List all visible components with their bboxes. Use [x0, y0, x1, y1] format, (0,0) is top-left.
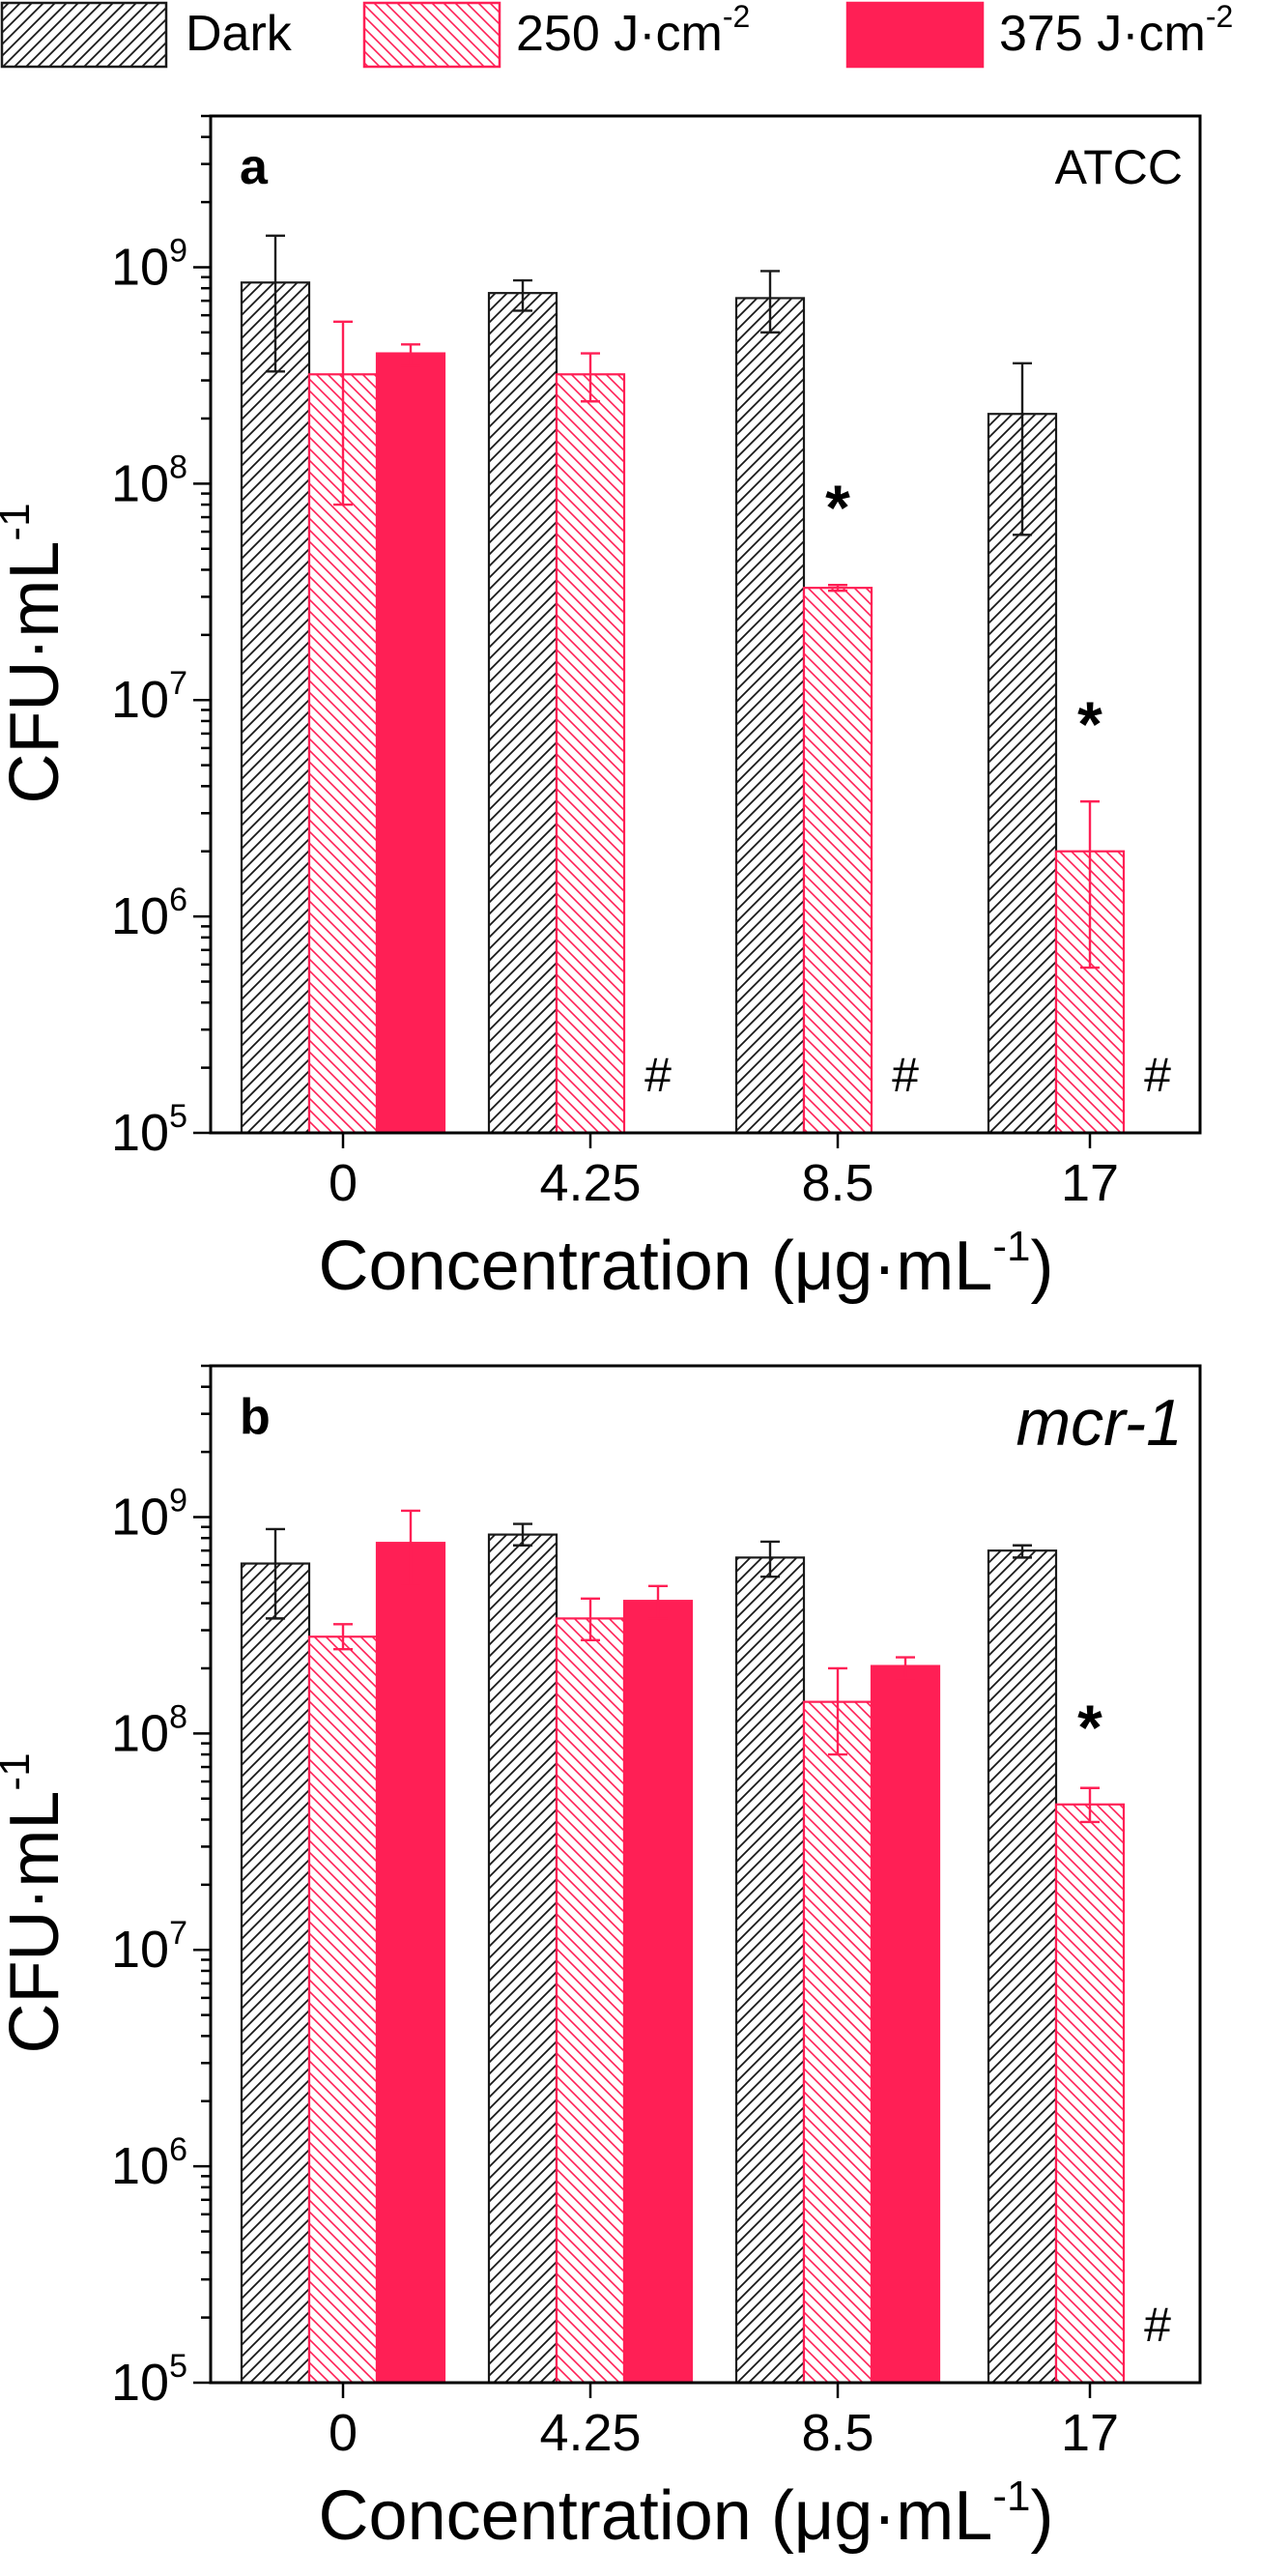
y-tick-label: 109 [111, 1482, 187, 1546]
significance-marker: * [1077, 688, 1102, 760]
no-growth-marker: # [892, 1048, 919, 1102]
no-growth-marker: # [644, 1048, 672, 1102]
legend-item-250: 250 J·cm-2 [362, 0, 750, 69]
x-axis-label: Concentration (μg·mL-1) [319, 1223, 1054, 1305]
panel-label: b [240, 1389, 271, 1445]
x-tick-label: 4.25 [539, 2404, 641, 2462]
error-bar-250-3 [1080, 1786, 1100, 1824]
x-tick-label: 4.25 [539, 1154, 641, 1212]
error-bar-375-0 [401, 343, 420, 367]
y-tick-label: 105 [111, 1098, 187, 1162]
legend-item-dark: Dark [0, 1, 293, 69]
error-bar-dark-0 [266, 1527, 285, 1620]
y-tick-label: 108 [111, 449, 187, 512]
legend: Dark 250 J·cm-2 375 J·cm-2 [0, 0, 1233, 69]
bar-dark-2 [734, 297, 806, 1135]
bar-dark-2 [734, 1556, 806, 2385]
bar-250-1 [555, 1617, 626, 2385]
error-bar-250-1 [581, 1597, 600, 1641]
error-bar-dark-2 [760, 1540, 780, 1578]
legend-swatch-375 [845, 1, 985, 69]
error-bar-dark-3 [1013, 1544, 1032, 1559]
y-tick-label: 108 [111, 1698, 187, 1762]
x-tick-label: 17 [1061, 1154, 1119, 1212]
plot-frame [209, 114, 1202, 1135]
legend-item-375: 375 J·cm-2 [845, 0, 1233, 69]
no-growth-marker: # [1144, 2298, 1171, 2352]
error-bar-dark-1 [513, 1522, 532, 1547]
bar-250-1 [555, 373, 626, 1135]
y-tick-label: 105 [111, 2348, 187, 2412]
plot-frame [209, 1364, 1202, 2385]
error-bar-250-0 [333, 320, 353, 507]
bar-375-1 [622, 1600, 694, 2385]
legend-label-dark: Dark [186, 6, 293, 62]
error-bar-dark-1 [513, 278, 532, 312]
y-tick-label: 106 [111, 882, 187, 945]
y-axis-label: CFU·mL-1 [0, 503, 73, 803]
legend-label-375: 375 J·cm-2 [999, 0, 1233, 62]
no-growth-marker: # [1144, 1048, 1171, 1102]
x-tick-label: 17 [1061, 2404, 1119, 2462]
bar-dark-1 [487, 292, 558, 1135]
legend-swatch-250 [362, 1, 501, 69]
bar-250-0 [307, 1635, 379, 2385]
error-bar-375-1 [648, 1584, 668, 1620]
bar-dark-0 [240, 1562, 311, 2385]
bar-dark-3 [987, 1549, 1058, 2385]
error-bar-dark-2 [760, 270, 780, 334]
legend-label-250: 250 J·cm-2 [516, 0, 750, 62]
x-axis-label: Concentration (μg·mL-1) [319, 2473, 1054, 2555]
legend-swatch-dark [0, 1, 168, 69]
significance-marker: * [1077, 1692, 1102, 1763]
error-bar-dark-3 [1013, 362, 1032, 536]
panel-title: ATCC [1055, 140, 1183, 194]
panel-label: a [240, 139, 269, 195]
bar-375-0 [375, 352, 446, 1135]
bar-dark-1 [487, 1533, 558, 2385]
error-bar-250-1 [581, 352, 600, 403]
y-tick-label: 109 [111, 232, 187, 296]
bar-375-2 [870, 1664, 941, 2385]
x-tick-label: 8.5 [801, 2404, 873, 2462]
bar-250-3 [1054, 1803, 1126, 2385]
error-bar-250-2 [828, 1666, 847, 1756]
bar-250-2 [802, 1700, 873, 2385]
panel-title: mcr-1 [1016, 1386, 1183, 1460]
x-tick-label: 0 [329, 1154, 358, 1212]
x-tick-label: 0 [329, 2404, 358, 2462]
error-bar-250-3 [1080, 799, 1100, 970]
y-axis-label: CFU·mL-1 [0, 1752, 73, 2053]
y-tick-label: 107 [111, 1915, 187, 1979]
y-tick-label: 107 [111, 665, 187, 729]
significance-marker: * [825, 472, 850, 543]
error-bar-250-0 [333, 1623, 353, 1651]
y-tick-label: 106 [111, 2131, 187, 2195]
x-tick-label: 8.5 [801, 1154, 873, 1212]
bar-dark-0 [240, 281, 311, 1135]
error-bar-375-0 [401, 1509, 420, 1588]
error-bar-250-2 [828, 584, 847, 593]
bar-250-2 [802, 587, 873, 1135]
error-bar-375-2 [896, 1656, 915, 1680]
bar-375-0 [375, 1542, 446, 2385]
error-bar-dark-0 [266, 234, 285, 373]
